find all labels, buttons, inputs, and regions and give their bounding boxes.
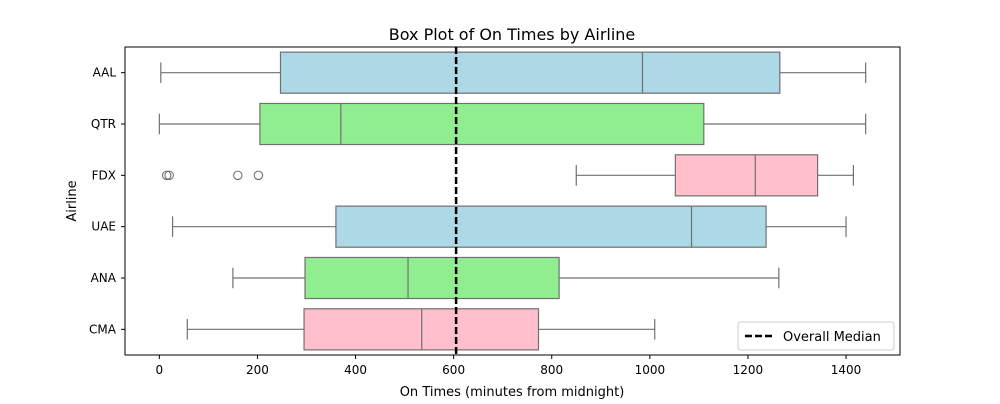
y-tick-label-aal: AAL bbox=[93, 66, 117, 80]
y-axis-label: Airline bbox=[65, 180, 80, 221]
x-tick-label-1200: 1200 bbox=[733, 363, 764, 377]
legend: Overall Median bbox=[737, 321, 895, 351]
x-tick-label-0: 0 bbox=[156, 363, 164, 377]
y-tick-label-ana: ANA bbox=[91, 271, 117, 285]
boxes-layer bbox=[158, 51, 867, 351]
x-tick-label-1000: 1000 bbox=[635, 363, 666, 377]
x-tick-label-800: 800 bbox=[540, 363, 563, 377]
box-group-ana bbox=[232, 256, 780, 300]
plot-frame bbox=[124, 46, 901, 356]
box-group-qtr bbox=[158, 102, 867, 146]
box-group-aal bbox=[160, 51, 867, 94]
y-tick-label-cma: CMA bbox=[89, 322, 117, 336]
box-aal bbox=[279, 51, 781, 94]
legend-frame bbox=[737, 321, 895, 351]
x-tick-label-400: 400 bbox=[344, 363, 367, 377]
y-tick-label-qtr: QTR bbox=[91, 117, 116, 131]
y-tick-label-uae: UAE bbox=[91, 220, 116, 234]
x-axis: 0 200 400 600 800 1000 1200 1400 bbox=[156, 355, 862, 377]
x-tick-label-600: 600 bbox=[442, 363, 465, 377]
box-ana bbox=[304, 256, 560, 300]
x-axis-label: On Times (minutes from midnight) bbox=[400, 385, 625, 400]
box-fdx bbox=[674, 154, 819, 197]
x-tick-label-1400: 1400 bbox=[831, 363, 862, 377]
outlier-fdx-2 bbox=[233, 170, 243, 181]
box-group-cma bbox=[186, 308, 656, 351]
y-tick-label-fdx: FDX bbox=[92, 168, 116, 182]
box-uae bbox=[335, 205, 767, 248]
chart-title: Box Plot of On Times by Airline bbox=[389, 25, 636, 44]
box-group-fdx bbox=[161, 154, 855, 197]
y-axis: AAL QTR FDX UAE ANA CMA bbox=[89, 66, 125, 336]
outlier-fdx-3 bbox=[253, 170, 264, 181]
box-qtr bbox=[259, 102, 705, 146]
box-group-uae bbox=[171, 205, 847, 248]
legend-label-overall-median: Overall Median bbox=[783, 330, 881, 345]
outlier-fdx-0 bbox=[161, 170, 172, 181]
x-tick-label-200: 200 bbox=[246, 363, 269, 377]
outlier-fdx-1 bbox=[164, 170, 174, 181]
